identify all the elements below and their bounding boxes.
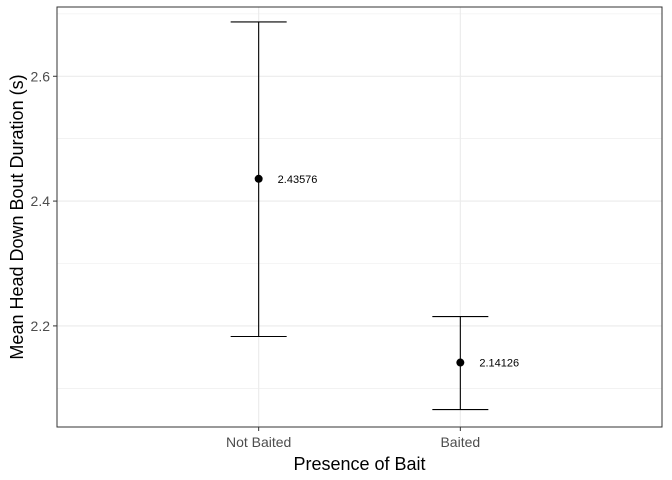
y-axis-title: Mean Head Down Bout Duration (s) bbox=[7, 74, 27, 359]
panel-border bbox=[56, 6, 663, 428]
x-axis: Not Baited Baited bbox=[226, 427, 480, 450]
x-tick-label: Baited bbox=[440, 434, 480, 450]
grid-major bbox=[57, 7, 662, 427]
data-point bbox=[254, 174, 263, 183]
y-tick-label: 2.4 bbox=[31, 193, 51, 209]
y-tick-label: 2.6 bbox=[31, 68, 51, 84]
data-label: 2.43576 bbox=[278, 174, 318, 186]
grid-minor bbox=[57, 13, 662, 389]
x-tick-label: Not Baited bbox=[226, 434, 291, 450]
data-marks: 2.43576 2.14126 bbox=[230, 21, 519, 411]
y-tick-label: 2.2 bbox=[31, 318, 51, 334]
data-label: 2.14126 bbox=[479, 358, 519, 370]
data-point bbox=[456, 358, 465, 367]
y-axis: 2.2 2.4 2.6 bbox=[31, 68, 57, 334]
x-axis-title: Presence of Bait bbox=[293, 454, 425, 474]
